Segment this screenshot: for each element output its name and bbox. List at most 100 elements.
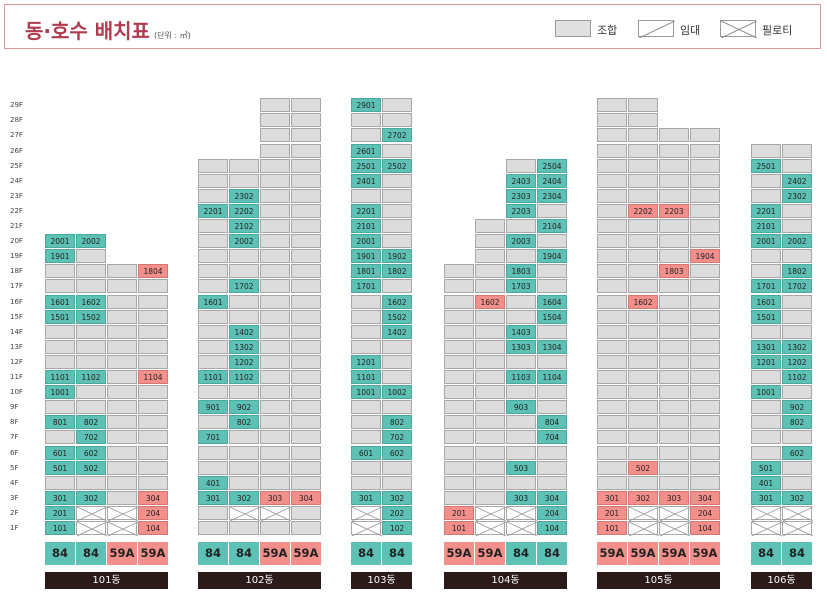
unit-cell: 602	[782, 445, 812, 460]
unit-cell	[444, 430, 474, 445]
unit-cell	[628, 158, 658, 173]
unit-cell: 502	[628, 460, 658, 475]
unit-cell: 2202	[628, 203, 658, 218]
unit-cell: 1001	[351, 385, 381, 400]
unit-cell	[260, 264, 290, 279]
unit-cell	[45, 324, 75, 339]
unit-cell	[690, 309, 720, 324]
floor-label: 24F	[10, 176, 23, 185]
unit-cell	[260, 430, 290, 445]
unit-type-label: 84	[506, 542, 536, 565]
unit-cell	[260, 521, 290, 535]
unit-cell	[260, 128, 290, 143]
floor-label: 23F	[10, 191, 23, 200]
unit-cell: 2101	[351, 219, 381, 233]
unit-cell	[751, 370, 781, 384]
unit-cell: 2403	[506, 173, 536, 188]
unit-cell: 1901	[45, 249, 75, 264]
unit-cell	[506, 354, 536, 369]
unit-cell	[291, 234, 321, 249]
unit-cell: 302	[76, 490, 106, 505]
unit-type-label: 59A	[444, 542, 474, 565]
unit-cell	[351, 339, 381, 354]
unit-cell	[628, 400, 658, 415]
unit-cell	[690, 158, 720, 173]
unit-cell	[782, 203, 812, 218]
unit-cell: 602	[76, 445, 106, 460]
unit-cell	[659, 445, 689, 460]
unit-cell	[782, 475, 812, 490]
unit-cell	[198, 415, 228, 430]
unit-cell	[351, 430, 381, 445]
unit-cell	[351, 475, 381, 490]
piloti-cell	[782, 505, 813, 521]
unit-cell	[597, 324, 627, 339]
unit-cell: 601	[351, 445, 381, 460]
unit-cell	[751, 264, 781, 279]
unit-cell: 2001	[45, 234, 75, 249]
unit-cell	[782, 324, 812, 339]
unit-cell: 2501	[751, 158, 781, 173]
building-label: 102동	[198, 572, 321, 589]
unit-cell	[351, 113, 381, 128]
unit-cell: 1502	[76, 309, 106, 324]
unit-cell	[138, 400, 168, 415]
unit-cell	[382, 339, 412, 354]
unit-cell	[291, 354, 321, 369]
unit-cell	[628, 475, 658, 490]
unit-cell	[107, 309, 137, 324]
unit-cell	[138, 460, 168, 475]
unit-cell: 1103	[506, 370, 536, 384]
unit-cell: 1104	[537, 370, 567, 384]
unit-cell	[138, 430, 168, 445]
unit-cell: 1702	[229, 279, 259, 294]
unit-cell: 501	[751, 460, 781, 475]
unit-cell	[45, 430, 75, 445]
unit-cell: 704	[537, 430, 567, 445]
unit-type-label: 59A	[107, 542, 137, 565]
floor-label: 1F	[10, 524, 19, 532]
unit-cell	[782, 143, 812, 158]
unit-cell	[229, 173, 259, 188]
unit-cell	[659, 385, 689, 400]
unit-cell: 1703	[506, 279, 536, 294]
unit-cell: 1001	[45, 385, 75, 400]
unit-cell	[229, 521, 259, 535]
unit-cell	[291, 430, 321, 445]
unit-cell: 1403	[506, 324, 536, 339]
floor-label: 6F	[10, 448, 19, 457]
unit-cell	[444, 490, 474, 505]
unit-type-label: 59A	[260, 542, 290, 565]
unit-cell	[690, 324, 720, 339]
unit-cell	[659, 279, 689, 294]
unit-cell	[690, 219, 720, 233]
unit-cell: 201	[444, 505, 474, 520]
unit-cell	[597, 143, 627, 158]
unit-cell: 1001	[751, 385, 781, 400]
unit-cell: 1101	[351, 370, 381, 384]
unit-cell: 1102	[76, 370, 106, 384]
unit-cell: 302	[628, 490, 658, 505]
unit-cell: 1502	[382, 309, 412, 324]
unit-cell	[597, 415, 627, 430]
unit-cell: 104	[537, 521, 567, 535]
unit-cell: 1902	[382, 249, 412, 264]
unit-cell	[659, 294, 689, 309]
unit-cell: 1701	[751, 279, 781, 294]
unit-cell	[138, 279, 168, 294]
unit-cell: 2002	[76, 234, 106, 249]
unit-cell	[690, 354, 720, 369]
unit-cell: 1402	[382, 324, 412, 339]
unit-cell	[506, 430, 536, 445]
unit-cell	[751, 143, 781, 158]
unit-cell	[382, 354, 412, 369]
unit-cell: 101	[597, 521, 627, 535]
piloti-cell	[107, 521, 138, 536]
unit-cell	[291, 294, 321, 309]
unit-cell	[444, 264, 474, 279]
unit-cell: 2001	[351, 234, 381, 249]
unit-cell	[107, 279, 137, 294]
unit-cell	[782, 158, 812, 173]
floor-label: 12F	[10, 357, 23, 366]
unit-cell	[628, 324, 658, 339]
